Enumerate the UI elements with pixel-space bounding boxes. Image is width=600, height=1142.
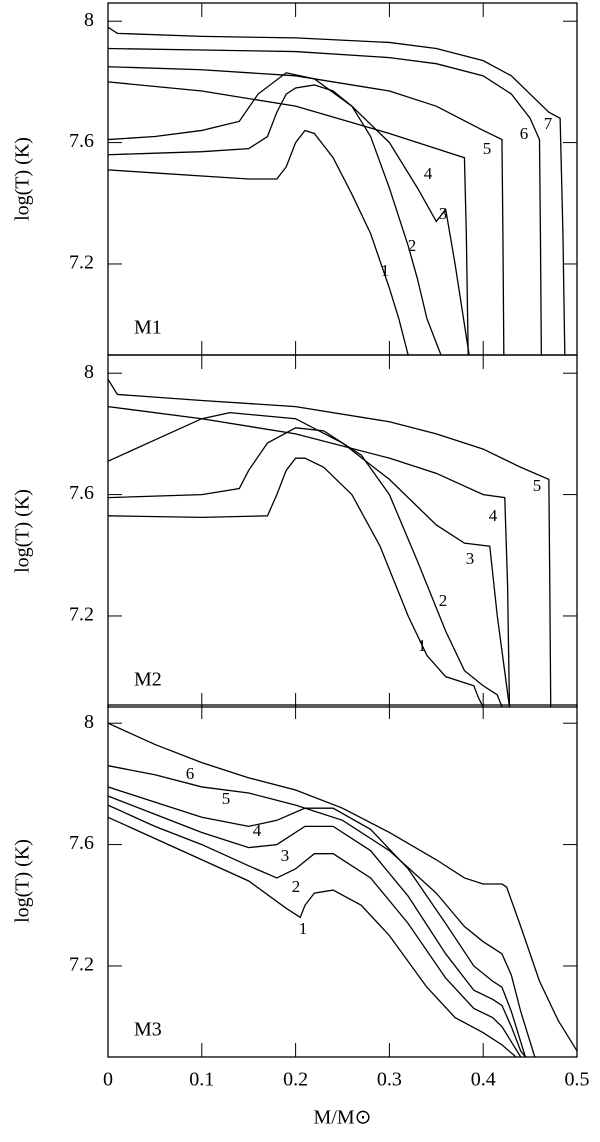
curve: [108, 804, 522, 1057]
y-tick-label: 7.2: [69, 604, 94, 626]
curve-label: 5: [533, 476, 542, 495]
y-axis-label: log(T) (K): [12, 839, 34, 923]
curves: [108, 722, 577, 1057]
y-tick-label: 8: [84, 711, 94, 733]
curve: [108, 816, 517, 1057]
curve-label: 4: [424, 164, 433, 183]
x-tick-label: 0.4: [471, 1069, 496, 1091]
curve: [108, 795, 526, 1057]
y-tick-label: 7.6: [69, 482, 94, 504]
x-axis-label: M/M⊙: [314, 1107, 372, 1129]
curve-label: 6: [186, 764, 195, 783]
curve-label: 2: [408, 236, 417, 255]
curve: [108, 457, 484, 707]
curve-label: 5: [222, 789, 231, 808]
curve: [108, 81, 469, 355]
curve: [108, 722, 577, 1052]
curve-label: 2: [292, 877, 301, 896]
curve: [108, 765, 536, 1057]
curve: [108, 72, 470, 355]
curve-label: 1: [299, 919, 308, 938]
curve-label: 3: [281, 846, 290, 865]
curve: [108, 129, 409, 355]
x-tick-label: 0.1: [189, 1069, 214, 1091]
curve: [108, 26, 566, 355]
curves: [108, 378, 552, 707]
curve: [108, 405, 511, 707]
curve: [108, 84, 442, 355]
curve-label: 7: [544, 114, 553, 133]
curve-label: 4: [253, 821, 262, 840]
curve: [108, 427, 503, 707]
y-tick-label: 7.2: [69, 252, 94, 274]
curves: [108, 26, 566, 355]
plot-frame: [107, 704, 578, 1058]
plot-frame: [107, 354, 578, 708]
curve: [108, 47, 543, 355]
curve-label: 3: [466, 549, 475, 568]
y-axis-label: log(T) (K): [12, 137, 34, 221]
curve: [108, 786, 527, 1057]
panel-label: M2: [134, 669, 162, 691]
y-tick-label: 8: [84, 361, 94, 383]
x-tick-label: 0.2: [283, 1069, 308, 1091]
x-tick-label: 0: [103, 1069, 113, 1091]
y-tick-label: 8: [84, 9, 94, 31]
x-tick-label: 0.5: [565, 1069, 590, 1091]
y-tick-label: 7.2: [69, 954, 94, 976]
curve: [108, 378, 552, 707]
curve-label: 6: [520, 124, 529, 143]
x-tick-label: 0.3: [377, 1069, 402, 1091]
curve: [108, 66, 505, 355]
curve-label: 4: [489, 506, 498, 525]
y-axis-label: log(T) (K): [12, 489, 34, 573]
curve-label: 3: [439, 204, 448, 223]
panel-label: M1: [134, 317, 162, 339]
y-tick-label: 7.6: [69, 130, 94, 152]
curve-label: 1: [418, 636, 427, 655]
y-tick-label: 7.6: [69, 832, 94, 854]
plot-frame: [107, 2, 578, 356]
panel-label: M3: [134, 1019, 162, 1041]
curve-label: 5: [483, 139, 492, 158]
curve: [108, 412, 511, 707]
curve-label: 2: [439, 591, 448, 610]
curve-label: 1: [381, 261, 390, 280]
